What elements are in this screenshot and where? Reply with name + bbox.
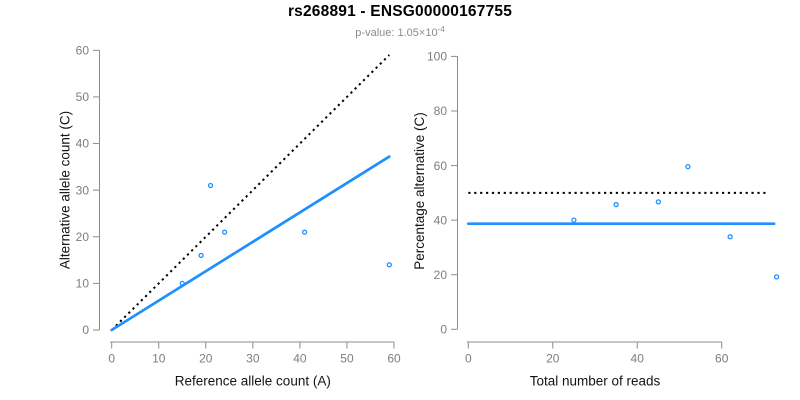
x-tick-label: 60	[715, 352, 729, 366]
x-tick-label: 40	[631, 352, 645, 366]
y-tick-label: 20	[76, 230, 90, 244]
y-axis-title: Alternative allele count (C)	[58, 111, 73, 269]
fit-line	[110, 155, 391, 332]
data-point	[179, 280, 185, 287]
data-point	[727, 234, 733, 240]
y-tick-label: 30	[76, 183, 90, 197]
y-tick-label: 40	[434, 213, 448, 227]
data-point	[613, 201, 619, 208]
y-tick-label: 60	[434, 159, 448, 173]
x-tick-label: 50	[340, 352, 354, 366]
y-tick-label: 60	[76, 43, 90, 57]
identity-line	[110, 54, 390, 331]
y-tick-label: 20	[434, 268, 448, 282]
y-tick-label: 80	[434, 104, 448, 118]
data-point	[198, 252, 204, 259]
x-axis-title: Total number of reads	[530, 374, 661, 389]
y-tick-label: 10	[76, 277, 90, 291]
x-axis-title: Reference allele count (A)	[175, 374, 331, 389]
data-point	[773, 274, 780, 280]
x-tick-label: 60	[387, 352, 401, 366]
data-point	[655, 199, 661, 205]
data-point	[221, 229, 228, 235]
x-tick-label: 0	[108, 352, 115, 366]
data-point	[571, 217, 577, 223]
y-tick-label: 0	[82, 323, 89, 337]
y-tick-label: 100	[427, 50, 447, 64]
x-tick-label: 40	[293, 352, 307, 366]
x-tick-label: 20	[199, 352, 213, 366]
data-point	[386, 262, 392, 268]
data-point	[685, 164, 691, 170]
x-tick-label: 0	[465, 352, 472, 366]
panel-allele-counts: 0 10 20 30 40 50 60 0 10 20 30 40 50 60 Reference alle…	[58, 43, 401, 388]
y-axis-title: Percentage alternative (C)	[412, 112, 427, 270]
y-tick-label: 0	[440, 323, 447, 337]
panel-percentage-alternative: 0 20 40 60 80 100 0 20 40 60 Total number of reads…	[412, 50, 780, 389]
x-tick-label: 30	[246, 352, 260, 366]
y-tick-label: 50	[76, 90, 90, 104]
y-tick-label: 40	[76, 137, 90, 151]
x-tick-label: 20	[546, 352, 560, 366]
data-point	[301, 229, 308, 235]
x-tick-label: 10	[152, 352, 166, 366]
data-point	[207, 182, 214, 189]
